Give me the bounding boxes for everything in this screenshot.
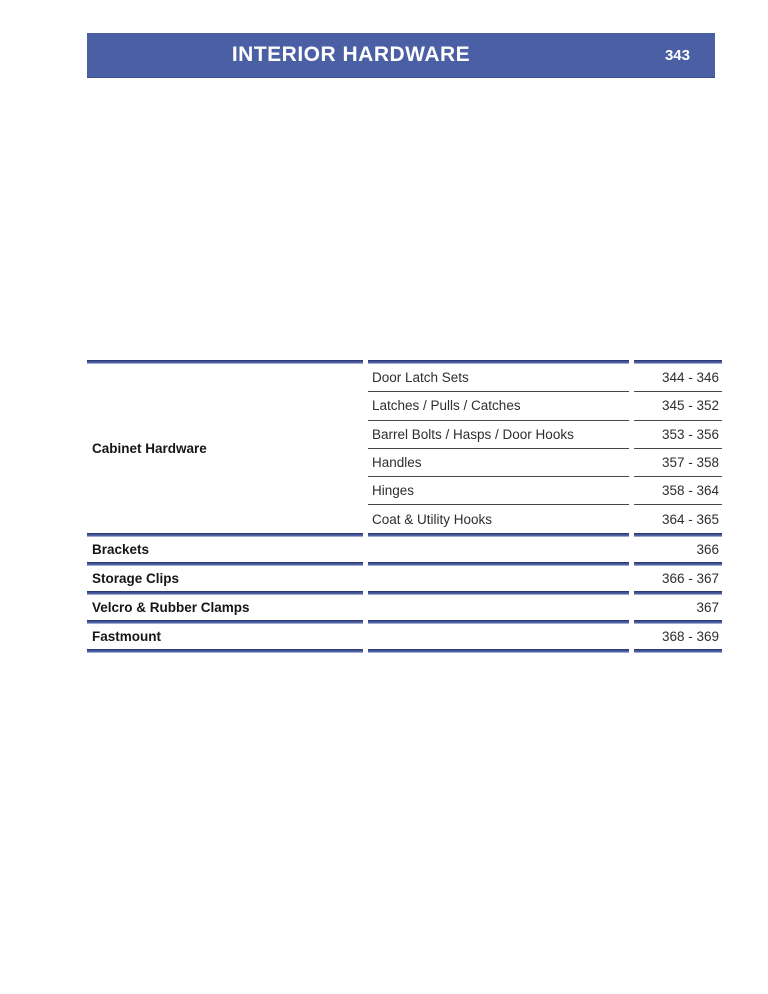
divider — [87, 620, 722, 624]
divider-top — [87, 360, 722, 364]
toc-row-fastmount: Fastmount 368 - 369 — [87, 624, 722, 649]
divider — [87, 562, 722, 566]
divider-thin — [368, 419, 722, 421]
header-bar: INTERIOR HARDWARE 343 — [87, 33, 715, 78]
toc-item-pages: 345 - 352 — [661, 398, 719, 414]
toc-item-row: Door Latch Sets 344 - 346 — [368, 364, 722, 391]
toc-item-row: Hinges 358 - 364 — [368, 477, 722, 504]
divider — [87, 533, 722, 537]
toc-item-label: Handles — [372, 455, 422, 471]
page-title: INTERIOR HARDWARE — [231, 43, 471, 66]
toc-row-brackets: Brackets 366 — [87, 537, 722, 562]
toc-row-pages: 366 — [696, 542, 719, 557]
toc-item-label: Hinges — [372, 483, 415, 499]
toc-row-label: Velcro & Rubber Clamps — [92, 600, 250, 615]
divider-thin — [368, 504, 722, 506]
toc-table: Cabinet Hardware Door Latch Sets 344 - 3… — [87, 360, 722, 653]
toc-row-label: Storage Clips — [92, 571, 180, 586]
toc-group-label: Cabinet Hardware — [92, 441, 207, 456]
toc-group-items: Door Latch Sets 344 - 346 Latches / Pull… — [368, 364, 722, 533]
rule-segment — [87, 360, 363, 364]
toc-row-label: Brackets — [92, 542, 150, 557]
divider-thin — [368, 476, 722, 478]
toc-row-pages: 368 - 369 — [661, 629, 719, 644]
toc-row-pages: 366 - 367 — [661, 571, 719, 586]
toc-group-cabinet-hardware: Cabinet Hardware Door Latch Sets 344 - 3… — [87, 364, 722, 533]
toc-item-label: Latches / Pulls / Catches — [372, 398, 521, 414]
toc-item-label: Coat & Utility Hooks — [372, 511, 493, 527]
divider-thin — [368, 391, 722, 393]
toc-item-pages: 344 - 346 — [661, 370, 719, 386]
toc-item-pages: 364 - 365 — [661, 511, 719, 527]
toc-item-row: Coat & Utility Hooks 364 - 365 — [368, 505, 722, 532]
toc-item-label: Door Latch Sets — [372, 370, 469, 386]
rule-segment — [634, 360, 722, 364]
toc-row-storage-clips: Storage Clips 366 - 367 — [87, 566, 722, 591]
toc-item-row: Barrel Bolts / Hasps / Door Hooks 353 - … — [368, 421, 722, 448]
toc-item-row: Handles 357 - 358 — [368, 449, 722, 476]
toc-item-pages: 357 - 358 — [661, 455, 719, 471]
divider-bottom — [87, 649, 722, 653]
toc-item-pages: 358 - 364 — [661, 483, 719, 499]
toc-item-label: Barrel Bolts / Hasps / Door Hooks — [372, 426, 574, 442]
toc-item-row: Latches / Pulls / Catches 345 - 352 — [368, 392, 722, 419]
toc-row-pages: 367 — [696, 600, 719, 615]
divider-thin — [368, 447, 722, 449]
rule-segment — [368, 360, 629, 364]
toc-row-label: Fastmount — [92, 629, 161, 644]
toc-row-velcro-rubber-clamps: Velcro & Rubber Clamps 367 — [87, 595, 722, 620]
toc-item-pages: 353 - 356 — [661, 426, 719, 442]
toc-group-label-cell: Cabinet Hardware — [87, 364, 363, 533]
divider — [87, 591, 722, 595]
page-number: 343 — [664, 46, 690, 64]
